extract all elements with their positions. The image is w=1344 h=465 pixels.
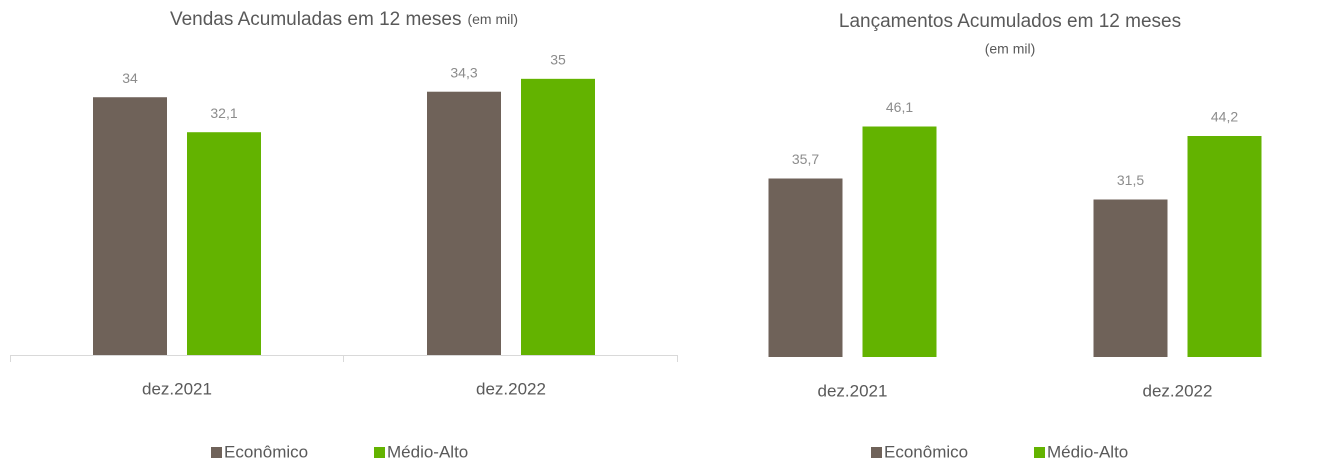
legend-label: Econômico [224, 442, 308, 461]
bar [1093, 199, 1168, 357]
value-label: 34,3 [450, 64, 477, 80]
bar [93, 97, 167, 355]
value-label: 44,2 [1211, 109, 1238, 125]
value-label: 46,1 [886, 99, 913, 115]
title: Vendas Acumuladas em 12 meses [170, 9, 462, 30]
legend-label: Econômico [884, 442, 968, 461]
subtitle: (em mil) [985, 41, 1036, 57]
x-tick-label: dez.2021 [818, 381, 888, 400]
legend-swatch [211, 447, 222, 458]
bar [768, 178, 843, 357]
value-label: 35,7 [792, 151, 819, 167]
legend-label: Médio-Alto [387, 442, 468, 461]
x-tick-label: dez.2022 [1143, 381, 1213, 400]
bar [862, 126, 937, 357]
subtitle: (em mil) [467, 11, 518, 27]
x-tick-label: dez.2021 [142, 379, 212, 398]
bar [1187, 136, 1262, 357]
chart-title: Lançamentos Acumulados em 12 meses [839, 11, 1181, 32]
bar [521, 78, 595, 355]
x-tick-label: dez.2022 [476, 379, 546, 398]
value-label: 35 [550, 52, 566, 68]
value-label: 32,1 [210, 105, 237, 121]
legend-label: Médio-Alto [1047, 442, 1128, 461]
x-axis [10, 355, 678, 362]
bar [187, 132, 261, 355]
value-label: 31,5 [1117, 172, 1144, 188]
chart-title: Vendas Acumuladas em 12 meses (em mil) [170, 9, 518, 30]
value-label: 34 [122, 70, 138, 86]
legend-swatch [374, 447, 385, 458]
legend-swatch [871, 447, 882, 458]
bar [427, 91, 501, 355]
legend-swatch [1034, 447, 1045, 458]
